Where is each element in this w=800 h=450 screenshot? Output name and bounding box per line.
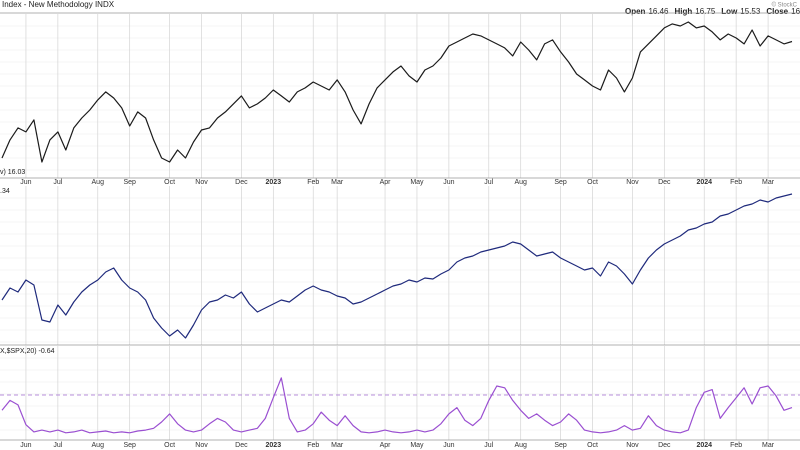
x-tick-label: Dec <box>658 442 671 449</box>
x-tick-label: Dec <box>235 179 248 186</box>
x-tick-label: Nov <box>626 179 639 186</box>
x-tick-label: Sep <box>123 179 136 186</box>
x-tick-label: Oct <box>164 179 175 186</box>
x-tick-label: Jul <box>484 442 493 449</box>
x-tick-label: Dec <box>658 179 671 186</box>
quote-label: Low <box>721 7 738 16</box>
x-tick-label: Oct <box>587 179 598 186</box>
x-tick-label: Mar <box>331 179 344 186</box>
credit: © StockC <box>772 2 798 9</box>
x-tick-label: Sep <box>554 179 567 186</box>
x-tick-label: Oct <box>164 442 175 449</box>
quote-value: 15.53 <box>740 7 761 16</box>
x-tick-label: Jul <box>53 179 62 186</box>
quote-value: 16.46 <box>648 7 669 16</box>
panel-legend: X,$SPX,20) -0.64 <box>0 348 55 355</box>
x-tick-label: Mar <box>762 179 775 186</box>
x-tick-label: Jun <box>20 442 31 449</box>
x-tick-label: 2023 <box>266 179 282 186</box>
x-tick-label: May <box>410 179 424 186</box>
quote-label: High <box>674 7 692 16</box>
x-tick-label: Jun <box>443 179 454 186</box>
x-tick-label: Aug <box>92 179 105 186</box>
x-tick-label: 2023 <box>266 442 282 449</box>
x-tick-label: Jun <box>20 179 31 186</box>
x-tick-label: Sep <box>123 442 136 449</box>
x-tick-label: Apr <box>380 442 392 449</box>
quote-label: Close <box>766 7 788 16</box>
panel-legend: .34 <box>0 188 10 195</box>
x-tick-label: Feb <box>730 442 742 449</box>
panel-legend: v) 16.03 <box>0 169 25 176</box>
x-tick-label: Oct <box>587 442 598 449</box>
quote-value: 16.03 <box>791 7 800 16</box>
chart-title: Index - New Methodology INDX <box>2 0 115 9</box>
quote-line: Open16.46High16.75Low15.53Close16.03Chg0… <box>625 7 800 16</box>
x-tick-label: Jul <box>484 179 493 186</box>
data-line <box>1 21 793 163</box>
data-line <box>1 377 793 434</box>
x-tick-label: May <box>410 442 424 449</box>
x-tick-label: Jun <box>443 442 454 449</box>
x-tick-label: 2024 <box>696 442 712 449</box>
quote-label: Open <box>625 7 646 16</box>
x-tick-label: Mar <box>331 442 344 449</box>
x-tick-label: Nov <box>195 179 208 186</box>
x-tick-label: Sep <box>554 442 567 449</box>
data-line <box>1 193 793 339</box>
x-tick-label: Feb <box>307 179 319 186</box>
x-tick-label: Jul <box>53 442 62 449</box>
x-tick-label: Nov <box>195 442 208 449</box>
x-tick-label: Aug <box>514 442 527 449</box>
x-tick-label: Aug <box>92 442 105 449</box>
x-tick-label: Feb <box>307 442 319 449</box>
x-tick-label: Apr <box>380 179 392 186</box>
quote-value: 16.75 <box>695 7 716 16</box>
x-tick-label: Feb <box>730 179 742 186</box>
x-tick-label: Mar <box>762 442 775 449</box>
x-tick-label: Aug <box>514 179 527 186</box>
x-tick-label: Nov <box>626 442 639 449</box>
x-tick-label: Dec <box>235 442 248 449</box>
x-tick-label: 2024 <box>696 179 712 186</box>
